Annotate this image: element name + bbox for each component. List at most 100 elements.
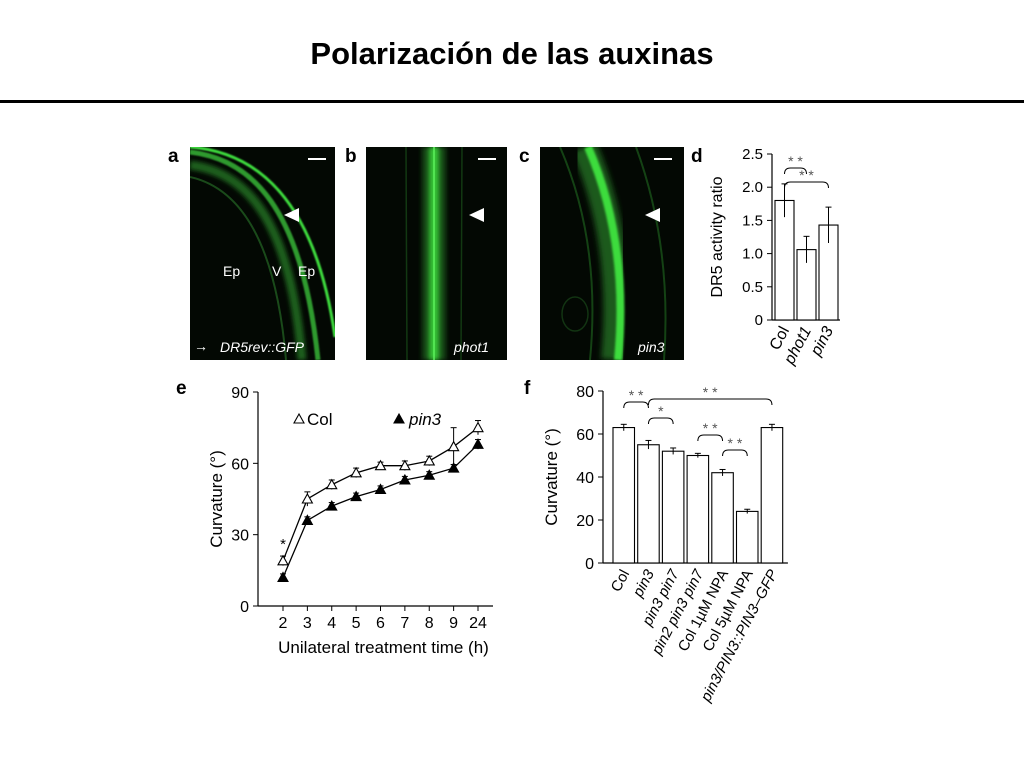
- data-point-Col: [301, 492, 314, 504]
- y-tick-label: 0: [240, 599, 249, 616]
- micrograph-c-image: [559, 147, 667, 360]
- significance-bracket: [647, 398, 773, 406]
- x-tick-label: 6: [376, 615, 385, 632]
- legend-marker-pin3: [393, 412, 405, 424]
- significance-annotation: *: [280, 536, 286, 553]
- bar: [686, 454, 710, 564]
- bar: [774, 199, 795, 321]
- significance-bracket: [623, 401, 649, 409]
- title-divider: [0, 100, 1024, 103]
- y-tick-label: 20: [576, 513, 594, 530]
- y-tick-label: 0: [755, 312, 763, 329]
- panel-letter-c: c: [519, 146, 530, 167]
- x-tick-label: 5: [352, 615, 361, 632]
- x-tick-label: 8: [425, 615, 434, 632]
- y-tick-label: 2.0: [742, 179, 763, 196]
- significance-label: *: [658, 403, 664, 419]
- legend-label: pin3: [408, 410, 442, 429]
- data-point-Col: [447, 440, 460, 452]
- series-line-Col: [282, 427, 479, 562]
- x-tick-label: 24: [469, 615, 487, 632]
- micrograph-c: pin3: [540, 147, 684, 360]
- data-point-Col: [472, 421, 484, 433]
- significance-label: * *: [703, 384, 718, 400]
- significance-bracket: [697, 434, 724, 442]
- x-tick-label: 2: [279, 615, 288, 632]
- y-tick-label: 80: [576, 384, 594, 401]
- micrograph-b: phot1: [366, 147, 507, 360]
- data-point-pin3: [398, 473, 411, 485]
- y-axis-title: DR5 activity ratio: [709, 176, 726, 297]
- scale-bar: [308, 158, 326, 160]
- data-point-Col: [277, 554, 289, 566]
- panel-letter-f: f: [524, 378, 531, 399]
- y-tick-label: 60: [231, 456, 249, 473]
- significance-bracket: [647, 417, 674, 425]
- bar: [637, 444, 660, 564]
- arrowhead-icon: [469, 208, 484, 222]
- y-tick-label: 1.5: [742, 212, 763, 229]
- bar: [735, 510, 759, 564]
- bar: [711, 472, 734, 564]
- x-tick-label: pin3: [807, 324, 837, 360]
- bar: [612, 426, 636, 564]
- legend-label: Col: [307, 410, 333, 429]
- marker-label-a: DR5rev::GFP: [220, 339, 305, 355]
- data-point-pin3: [301, 514, 314, 525]
- y-tick-label: 30: [231, 528, 249, 545]
- data-point-pin3: [350, 490, 363, 502]
- y-tick-label: 40: [576, 470, 594, 487]
- scale-bar: [654, 158, 672, 160]
- marker-label-c: pin3: [638, 339, 665, 355]
- x-tick-label: 9: [449, 615, 458, 632]
- legend-marker-Col: [293, 412, 305, 424]
- data-point-Col: [374, 459, 387, 471]
- micrograph-b-image: [405, 147, 463, 360]
- arrowhead-icon: [645, 208, 660, 222]
- significance-label: * *: [788, 153, 803, 169]
- panel-letter-a: a: [168, 146, 179, 167]
- data-point-pin3: [325, 500, 338, 511]
- significance-bracket: [784, 181, 829, 189]
- significance-bracket: [722, 449, 748, 457]
- data-point-Col: [398, 459, 411, 471]
- x-tick-label: 7: [400, 615, 409, 632]
- significance-bracket: [784, 167, 807, 175]
- label-epidermis-right: Ep: [298, 263, 316, 279]
- significance-label: * *: [728, 435, 743, 451]
- data-point-pin3: [374, 483, 387, 495]
- data-point-pin3: [472, 438, 484, 449]
- panel-letter-d: d: [691, 146, 703, 167]
- marker-label-b: phot1: [454, 339, 490, 355]
- data-point-pin3: [447, 461, 460, 473]
- y-tick-label: 90: [231, 385, 249, 402]
- data-point-Col: [350, 466, 363, 478]
- direction-arrow-icon: →: [194, 338, 208, 354]
- bar: [760, 426, 784, 564]
- label-vasculature: V: [272, 263, 282, 279]
- y-tick-label: 60: [576, 427, 594, 444]
- y-tick-label: 0.5: [742, 279, 763, 296]
- y-tick-label: 0: [585, 556, 594, 573]
- significance-label: * *: [799, 167, 814, 183]
- bar: [661, 450, 685, 564]
- y-axis-title: Curvature (°): [542, 428, 561, 525]
- y-tick-label: 2.5: [742, 146, 763, 163]
- panel-letter-b: b: [345, 146, 357, 167]
- label-epidermis-left: Ep: [223, 263, 241, 279]
- x-axis-title: Unilateral treatment time (h): [278, 638, 489, 657]
- arrowhead-icon: [284, 208, 299, 222]
- chart-curvature-time: 0 30 60 90 2 3 4 5 6 7 8 9 24 Unilateral treatment ti…: [207, 385, 493, 657]
- micrograph-a: Ep V Ep → DR5rev::GFP: [190, 147, 335, 360]
- y-tick-label: 1.0: [742, 246, 763, 263]
- significance-label: * *: [703, 420, 718, 436]
- x-tick-label: 4: [327, 615, 336, 632]
- data-point-Col: [423, 454, 436, 466]
- x-tick-label: 3: [303, 615, 312, 632]
- data-point-Col: [325, 478, 338, 490]
- scale-bar: [478, 158, 496, 160]
- significance-label: * *: [629, 387, 644, 403]
- micrograph-a-image: [190, 147, 335, 360]
- data-point-pin3: [423, 469, 436, 480]
